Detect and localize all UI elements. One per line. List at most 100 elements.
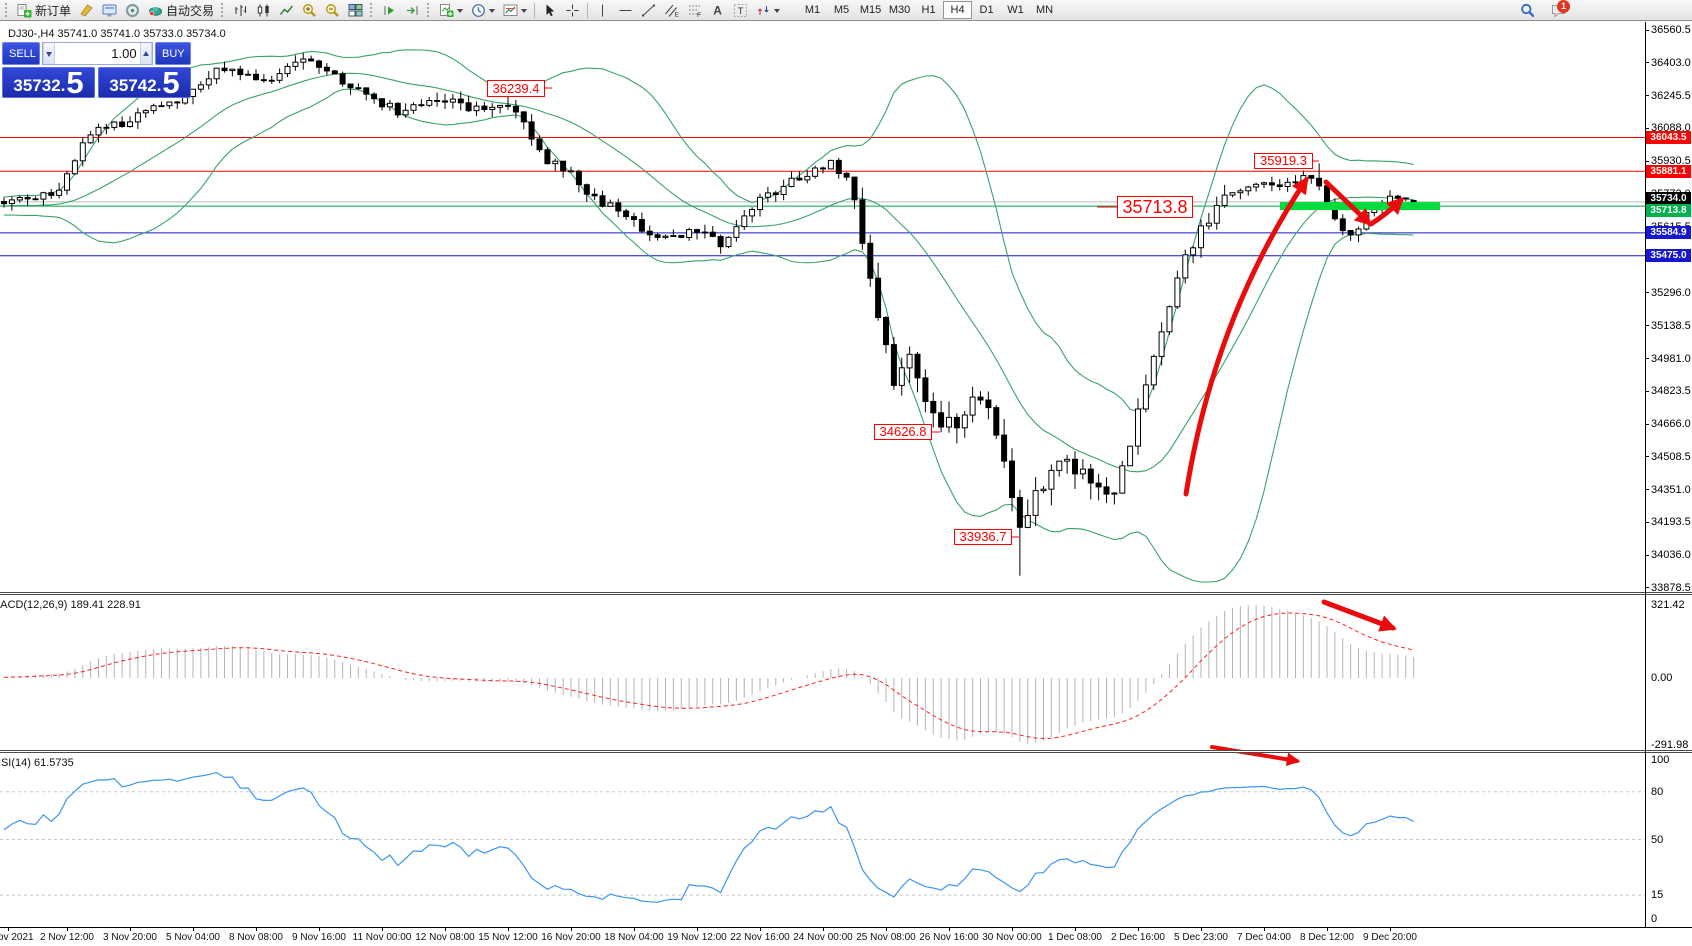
price-tick: 34036.0 [1651, 549, 1691, 561]
price-axis-tickmark [1645, 456, 1649, 457]
sell-price-main: 35732. [13, 76, 66, 95]
svg-text:T: T [738, 6, 744, 17]
cursor-button[interactable] [538, 0, 561, 20]
price-label-35919.3[interactable]: 35919.3 [1254, 153, 1313, 169]
crosshair-icon [565, 3, 580, 18]
triangle-down-icon [46, 51, 53, 60]
periods-button[interactable] [467, 0, 499, 20]
arrows-button[interactable] [752, 0, 784, 20]
price-chart-canvas[interactable] [0, 22, 1645, 927]
time-label: 1 Dec 08:00 [1048, 932, 1102, 943]
time-axis-tickmark [697, 928, 698, 931]
time-label: 26 Nov 16:00 [919, 932, 979, 943]
autotrading-button[interactable]: 自动交易 [144, 0, 218, 20]
buy-button[interactable]: BUY [155, 42, 191, 65]
rsi-panel-separator[interactable] [0, 750, 1692, 753]
text-icon: A [710, 3, 725, 18]
text-label-button[interactable]: T [729, 0, 752, 20]
chat-button[interactable]: 1 [1547, 0, 1570, 21]
volume-decrease-button[interactable] [43, 43, 56, 64]
rally-trend-arrow[interactable] [1183, 176, 1309, 497]
svg-text:A: A [713, 3, 722, 17]
recovery-arrow[interactable] [1368, 196, 1405, 227]
macd-plot [3, 605, 1415, 744]
timeframe-h1[interactable]: H1 [914, 1, 943, 19]
timeframe-m15[interactable]: M15 [856, 1, 885, 19]
crosshair-button[interactable] [561, 0, 584, 20]
market-watch-button[interactable] [98, 0, 121, 20]
toolbar-right-icons: 1 [1516, 0, 1570, 21]
bollinger-lower-band [3, 88, 1414, 583]
price-axis-tickmark [1645, 391, 1649, 392]
time-axis-tickmark [256, 928, 257, 931]
timeframe-h4[interactable]: H4 [943, 1, 973, 19]
line-chart-icon [279, 3, 294, 18]
timeframe-w1[interactable]: W1 [1001, 1, 1030, 19]
buy-price[interactable]: 35742. 5 [98, 67, 191, 98]
time-axis-tickmark [445, 928, 446, 931]
new-chart-button[interactable] [435, 0, 467, 20]
price-tick: 34666.0 [1651, 418, 1691, 430]
highlighted-level-segment[interactable] [1280, 202, 1440, 211]
toolbar-separator [534, 2, 536, 18]
search-button[interactable] [1516, 1, 1539, 21]
equidistant-channel-button[interactable]: E [660, 0, 683, 20]
timeframe-m1[interactable]: M1 [798, 1, 827, 19]
candlestick-chart-button[interactable] [252, 0, 275, 20]
time-axis-tickmark [1264, 928, 1265, 931]
autotrading-label: 自动交易 [166, 3, 215, 18]
price-tick: 35930.5 [1651, 155, 1691, 167]
tile-windows-button[interactable] [344, 0, 367, 20]
time-axis-tickmark [634, 928, 635, 931]
navigator-button[interactable] [121, 0, 144, 20]
time-label: 8 Dec 12:00 [1300, 932, 1354, 943]
rsi-indicator-label: RSI(14) 61.5735 [0, 757, 74, 769]
pullback-arrow[interactable] [1323, 179, 1373, 226]
price-axis-tickmark [1645, 424, 1649, 425]
zoom-in-button[interactable] [298, 0, 321, 20]
horizontal-line-button[interactable] [614, 0, 637, 20]
new-order-button[interactable]: 新订单 [13, 0, 75, 20]
toolbar-grip [221, 3, 226, 17]
svg-text:E: E [675, 11, 680, 18]
axis-badge-36043.5: 36043.5 [1646, 131, 1691, 144]
zoom-in-icon [302, 3, 317, 18]
text-button[interactable]: A [706, 0, 729, 20]
clock-icon [471, 3, 486, 18]
styler-button[interactable] [75, 0, 98, 20]
trendline-button[interactable] [637, 0, 660, 20]
price-label-35713.8[interactable]: 35713.8 [1117, 196, 1193, 218]
fibonacci-button[interactable]: F [683, 0, 706, 20]
timeframe-m5[interactable]: M5 [827, 1, 856, 19]
price-label-34626.8[interactable]: 34626.8 [874, 424, 932, 440]
axis-badge-35881.1: 35881.1 [1646, 165, 1691, 178]
macd-decline-arrow[interactable] [1321, 599, 1397, 632]
price-axis-tickmark [1645, 587, 1649, 588]
bar-chart-button[interactable] [229, 0, 252, 20]
macd-scale-tick: 321.42 [1651, 599, 1685, 611]
vertical-line-icon [595, 3, 610, 18]
price-label-36239.4[interactable]: 36239.4 [487, 80, 545, 97]
volume-increase-button[interactable] [139, 43, 152, 64]
cursor-icon [542, 3, 557, 18]
auto-scroll-button[interactable] [378, 0, 401, 20]
zoom-out-button[interactable] [321, 0, 344, 20]
templates-button[interactable] [499, 0, 531, 20]
price-label-33936.7[interactable]: 33936.7 [954, 529, 1012, 545]
timeframe-m30[interactable]: M30 [885, 1, 914, 19]
timeframe-mn[interactable]: MN [1030, 1, 1059, 19]
main-plot [0, 49, 1645, 583]
timeframe-d1[interactable]: D1 [972, 1, 1001, 19]
chart-shift-button[interactable] [401, 0, 424, 20]
time-label: 16 Nov 20:00 [541, 932, 601, 943]
sell-button[interactable]: SELL [2, 42, 40, 65]
horizontal-line-icon [618, 3, 633, 18]
macd-panel-separator[interactable] [0, 592, 1692, 595]
line-chart-button[interactable] [275, 0, 298, 20]
chart-window[interactable]: DJ30-,H4 35741.0 35741.0 35733.0 35734.0… [0, 21, 1692, 946]
time-axis-tickmark [1201, 928, 1202, 931]
rsi-decline-arrow[interactable] [1210, 745, 1301, 767]
sell-price[interactable]: 35732. 5 [2, 67, 95, 98]
volume-input[interactable] [55, 43, 140, 64]
vertical-line-button[interactable] [591, 0, 614, 20]
